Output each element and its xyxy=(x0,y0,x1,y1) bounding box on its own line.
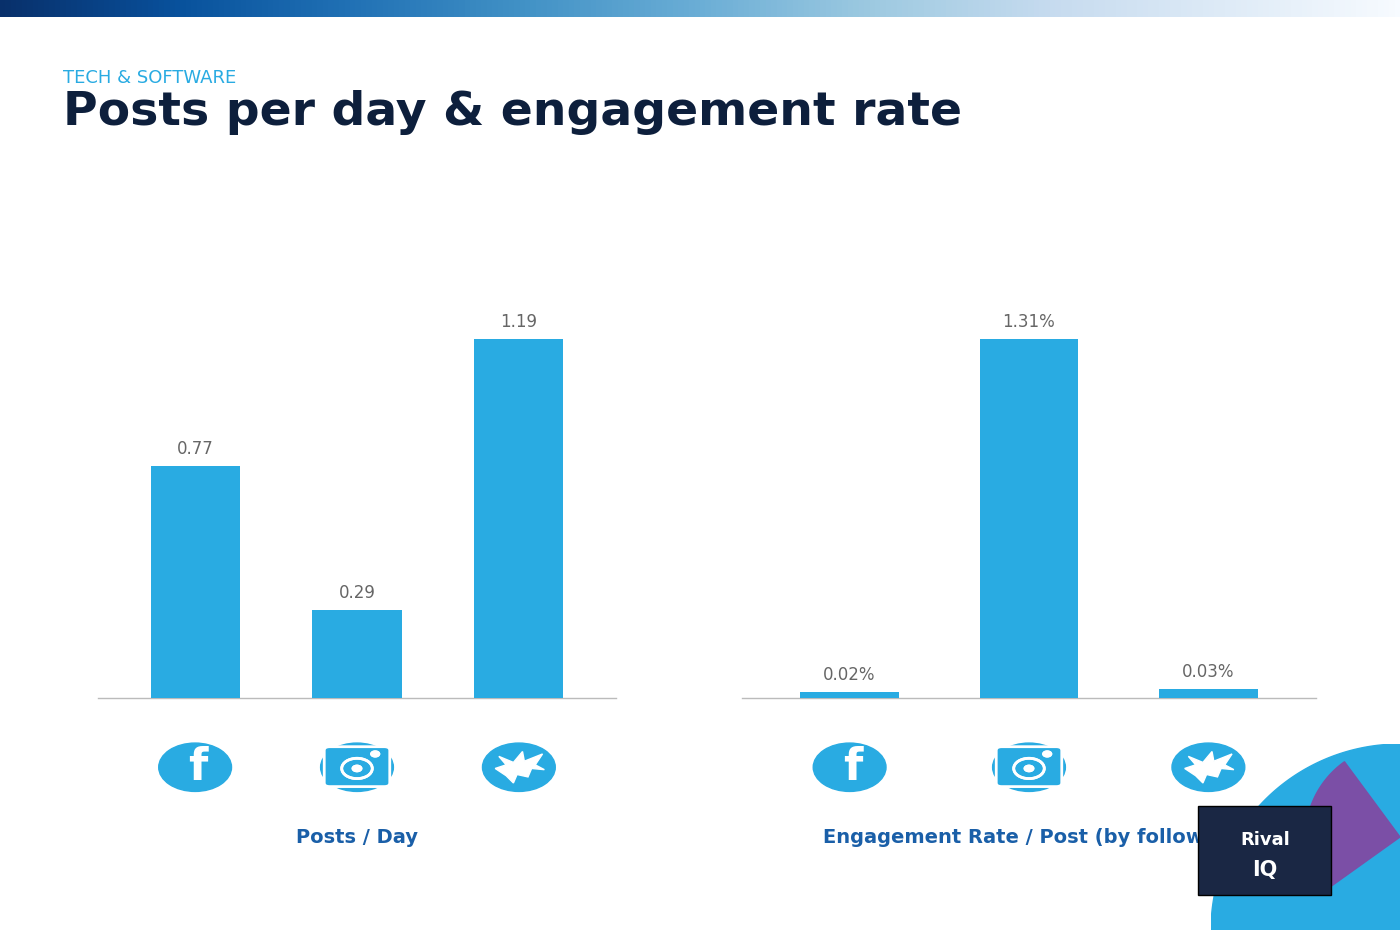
Polygon shape xyxy=(1211,744,1400,930)
Polygon shape xyxy=(1184,751,1233,783)
Text: f: f xyxy=(843,746,862,789)
Circle shape xyxy=(353,765,361,772)
Text: 0.77: 0.77 xyxy=(176,440,213,458)
Text: TECH & SOFTWARE: TECH & SOFTWARE xyxy=(63,70,237,87)
Circle shape xyxy=(1025,765,1033,772)
Circle shape xyxy=(1025,765,1033,772)
Text: 1.31%: 1.31% xyxy=(1002,313,1056,331)
Text: 0.29: 0.29 xyxy=(339,584,375,603)
Bar xyxy=(475,339,563,698)
Circle shape xyxy=(371,751,379,757)
Circle shape xyxy=(1043,751,1051,757)
Bar xyxy=(980,339,1078,698)
Bar xyxy=(1159,689,1257,698)
Text: Posts per day & engagement rate: Posts per day & engagement rate xyxy=(63,90,962,135)
Text: IQ: IQ xyxy=(1252,860,1278,880)
Text: Engagement Rate / Post (by follower): Engagement Rate / Post (by follower) xyxy=(823,828,1235,846)
Text: 0.02%: 0.02% xyxy=(823,666,876,684)
Text: Posts / Day: Posts / Day xyxy=(295,828,419,846)
Polygon shape xyxy=(1259,848,1400,930)
Text: 0.03%: 0.03% xyxy=(1182,663,1235,682)
Circle shape xyxy=(371,751,379,757)
Polygon shape xyxy=(496,751,545,783)
Text: f: f xyxy=(189,746,207,789)
Bar xyxy=(151,466,239,698)
Bar xyxy=(312,610,402,698)
Circle shape xyxy=(1043,751,1051,757)
FancyBboxPatch shape xyxy=(325,747,389,787)
Text: 1.19: 1.19 xyxy=(500,313,538,331)
Polygon shape xyxy=(1306,762,1400,892)
Circle shape xyxy=(353,765,361,772)
FancyBboxPatch shape xyxy=(997,747,1061,787)
Bar xyxy=(801,692,899,698)
Text: Rival: Rival xyxy=(1240,830,1289,849)
